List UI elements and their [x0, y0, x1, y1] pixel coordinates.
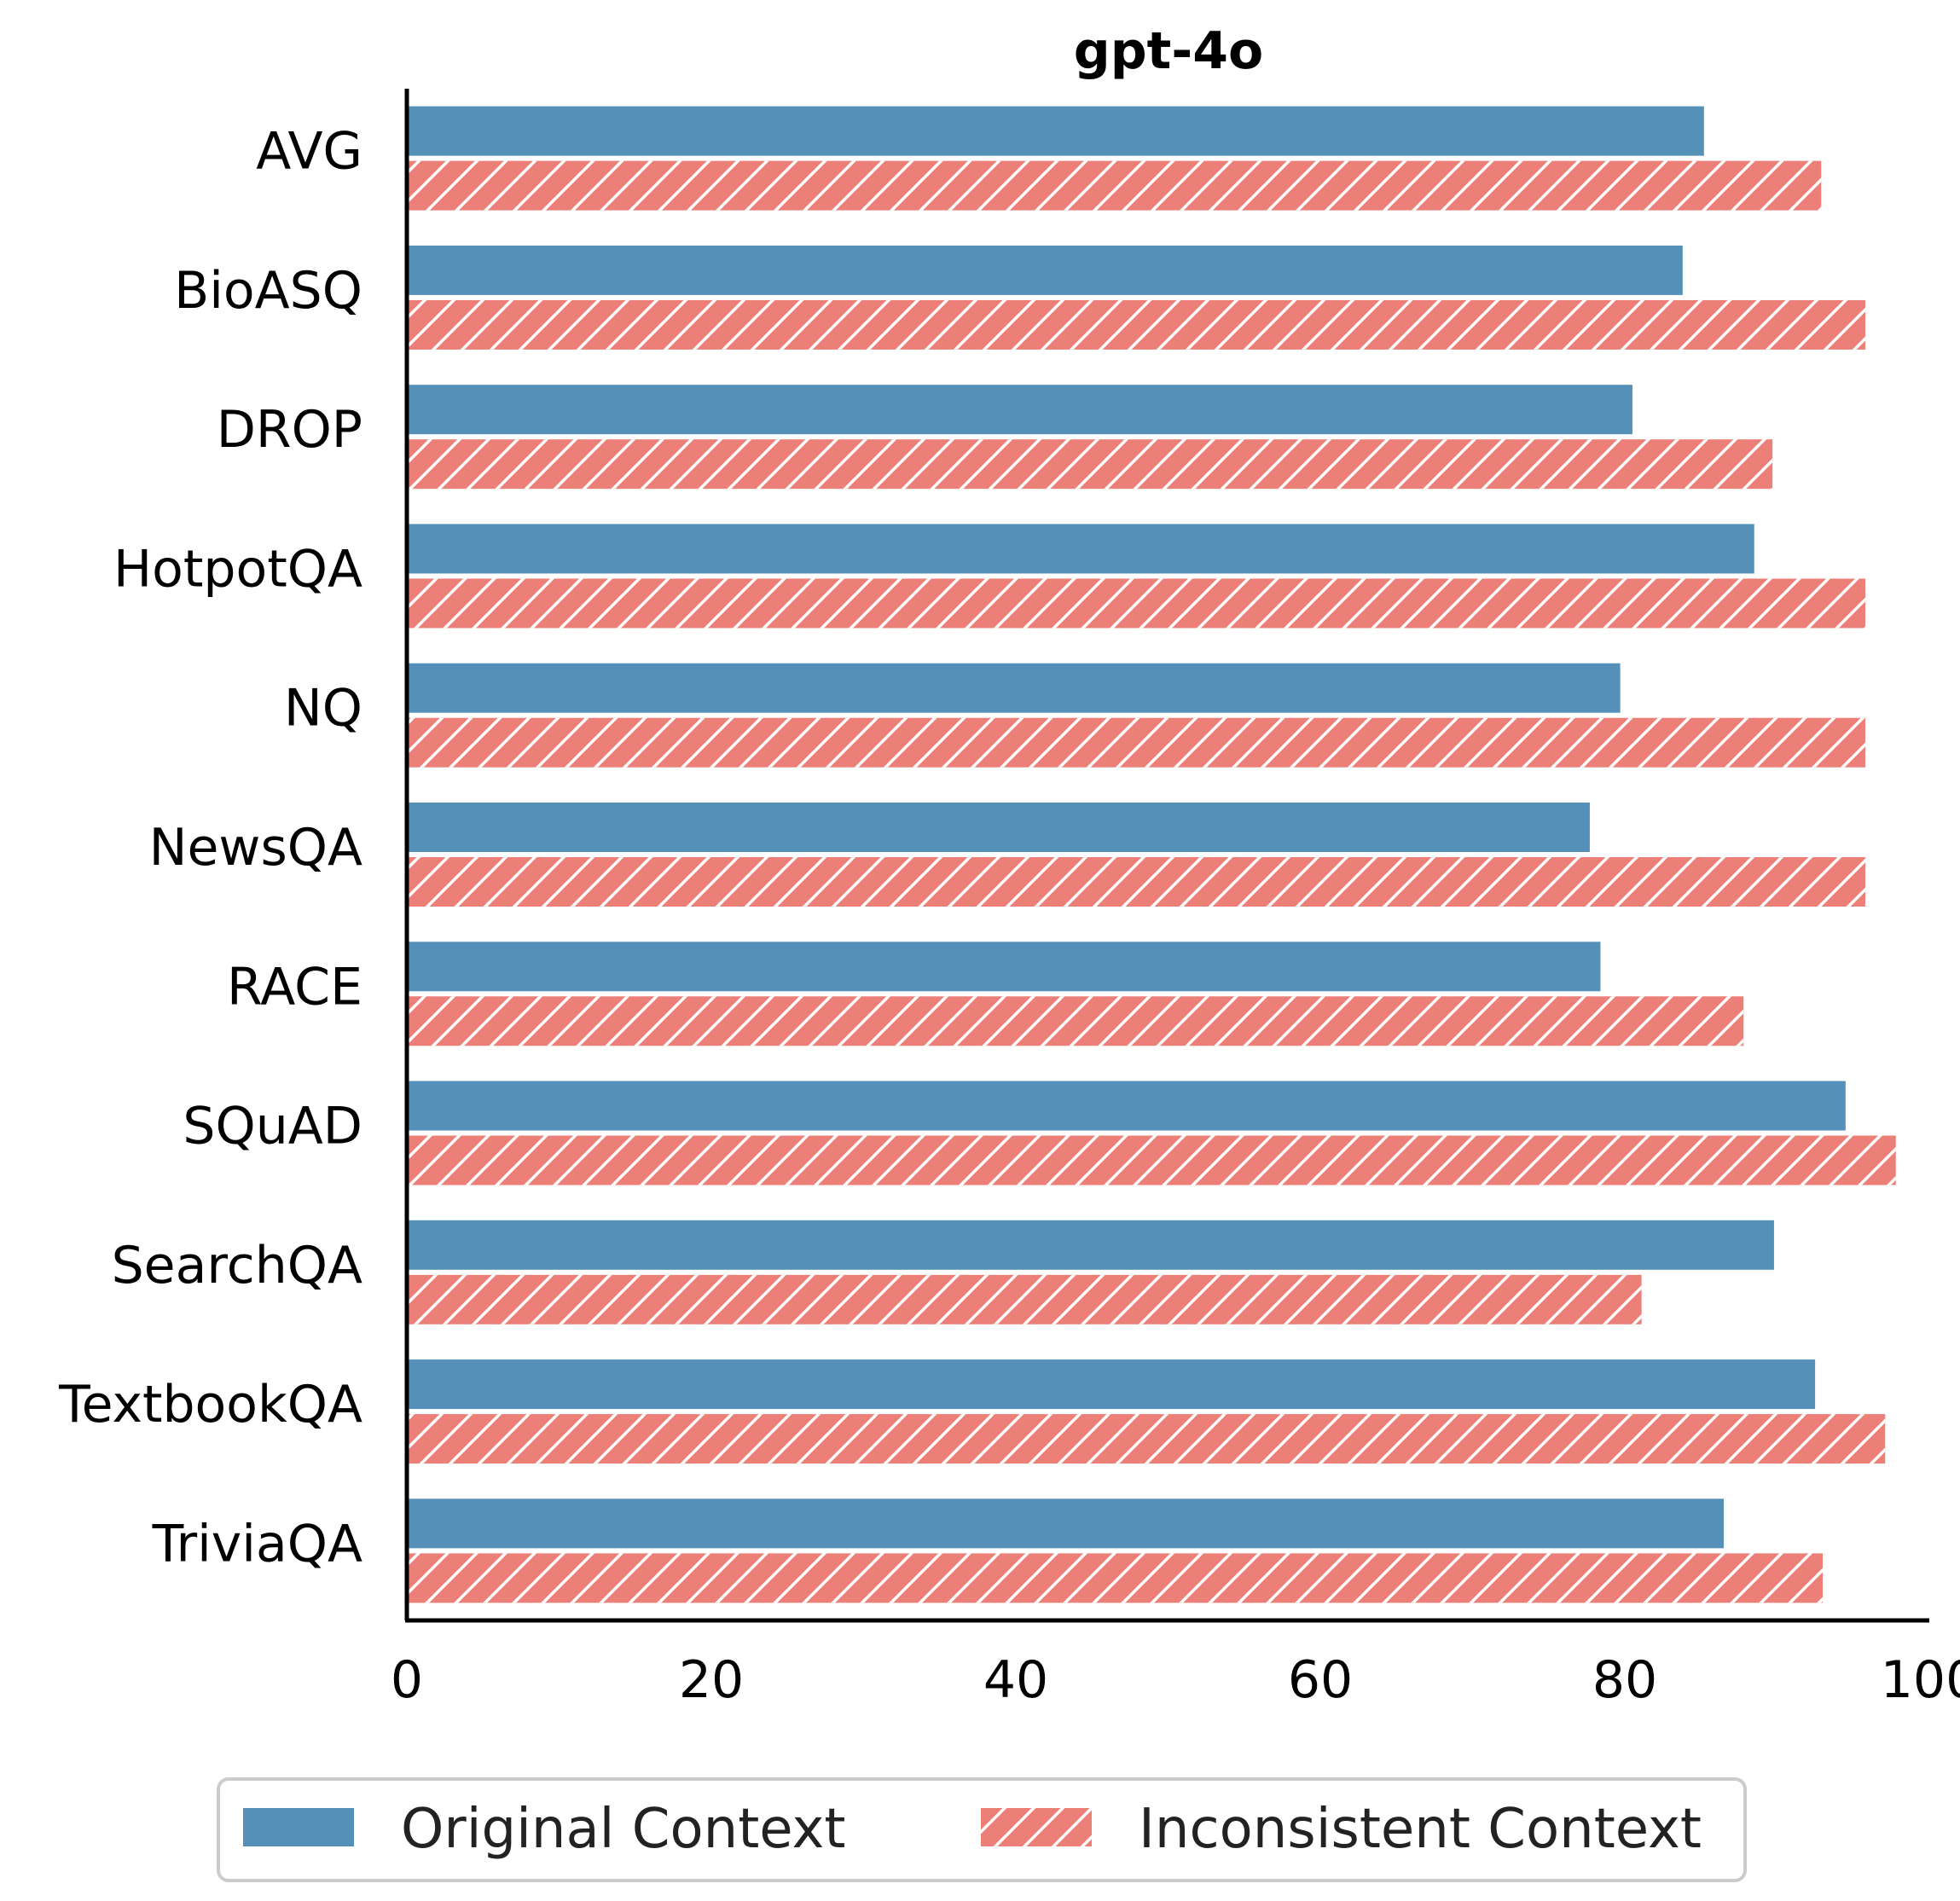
x-tick-label: 100	[1881, 1650, 1960, 1710]
x-tick-label: 20	[679, 1650, 744, 1710]
bar-hatch-overlay	[407, 717, 1866, 768]
bar-hatch-overlay	[407, 1274, 1642, 1324]
category-label: RACE	[227, 957, 362, 1017]
category-label: SQuAD	[183, 1097, 362, 1156]
bar-original-context	[407, 942, 1601, 992]
bar-original-context	[407, 1220, 1774, 1270]
category-label: AVG	[256, 122, 362, 182]
bar-hatch-overlay	[407, 578, 1866, 629]
category-label: SearchQA	[112, 1236, 362, 1295]
chart-title: gpt-4o	[1074, 21, 1263, 81]
bar-original-context	[407, 1081, 1846, 1131]
bar-original-context	[407, 803, 1590, 852]
bar-original-context	[407, 385, 1632, 435]
bar-original-context	[407, 245, 1683, 295]
category-label: NQ	[284, 679, 362, 739]
category-labels: AVG BioASQ DROP HotpotQA NQ NewsQA RACE SQuAD Se…	[58, 122, 362, 1574]
bar-original-context	[407, 1498, 1725, 1549]
category-label: NewsQA	[149, 818, 362, 878]
bar-original-context	[407, 663, 1621, 713]
x-tick-label: 40	[983, 1650, 1048, 1710]
bar-hatch-overlay	[407, 160, 1822, 211]
x-axis-ticks: 0 20 40 60 80 100	[391, 1650, 1960, 1710]
category-label: BioASQ	[174, 261, 362, 321]
bar-hatch-overlay	[407, 1135, 1896, 1185]
bar-hatch-overlay	[407, 996, 1744, 1046]
bar-hatch-overlay	[407, 299, 1866, 350]
category-label: TextbookQA	[58, 1375, 362, 1434]
category-label: DROP	[217, 400, 362, 460]
legend-label-inconsistent: Inconsistent Context	[1139, 1798, 1702, 1861]
bar-original-context	[407, 524, 1754, 574]
x-tick-label: 0	[391, 1650, 423, 1710]
bar-hatch-overlay	[407, 1414, 1886, 1464]
bar-hatch-overlay	[407, 439, 1773, 490]
legend-label-original: Original Context	[401, 1798, 846, 1861]
legend: Original Context Inconsistent Context	[217, 1777, 1747, 1882]
legend-swatch-original	[243, 1808, 354, 1846]
bar-original-context	[407, 106, 1704, 156]
bar-original-context	[407, 1359, 1816, 1410]
x-tick-label: 60	[1288, 1650, 1353, 1710]
category-label: TriviaQA	[152, 1514, 362, 1574]
bars-group	[407, 106, 1896, 1603]
bar-hatch-overlay	[407, 1553, 1824, 1603]
legend-swatch-inconsistent-hatch	[981, 1808, 1092, 1846]
bar-hatch-overlay	[407, 857, 1866, 907]
category-label: HotpotQA	[113, 539, 362, 599]
x-tick-label: 80	[1592, 1650, 1657, 1710]
